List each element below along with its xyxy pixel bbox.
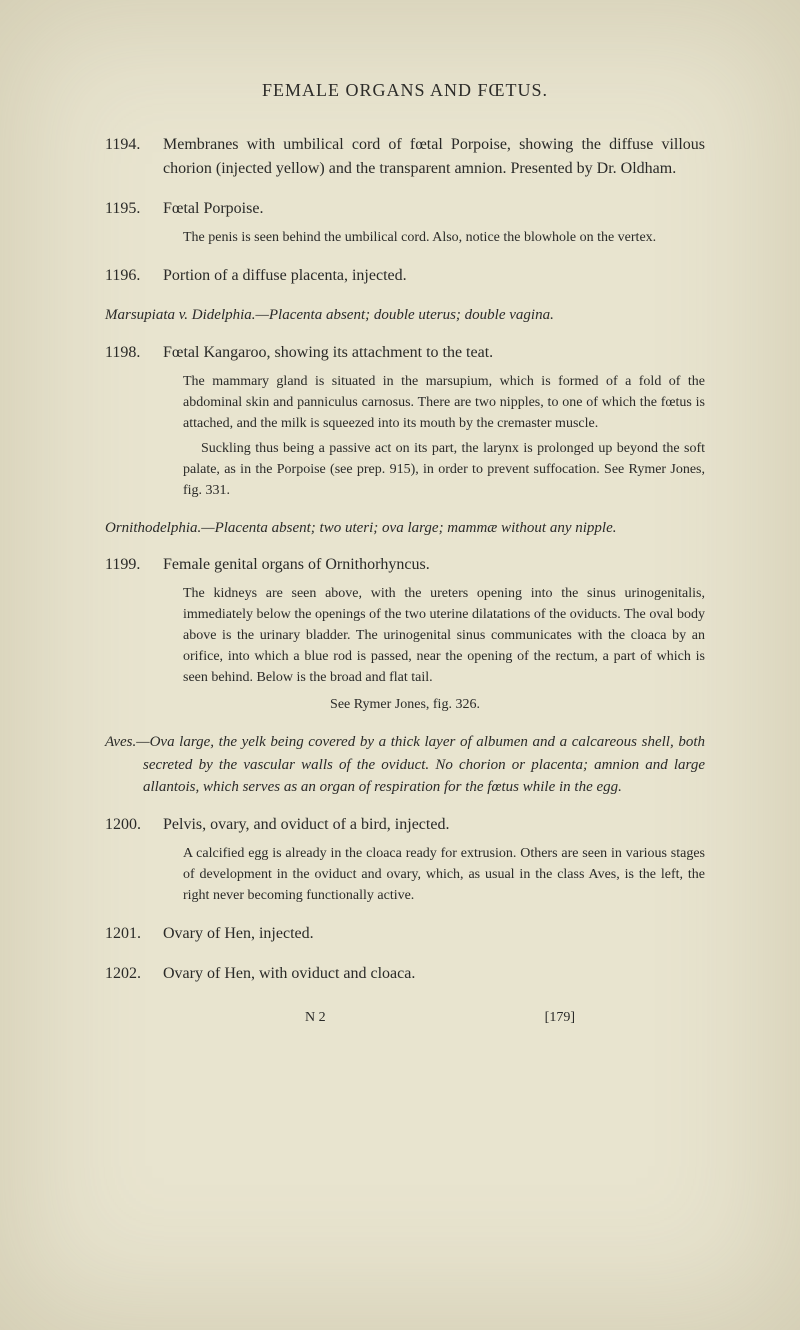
entry-description: The mammary gland is situated in the mar… [183, 371, 705, 434]
entry-text: Fœtal Porpoise. [163, 197, 705, 221]
entry-description: The penis is seen behind the umbilical c… [183, 227, 705, 248]
page-title: FEMALE ORGANS AND FŒTUS. [105, 80, 705, 101]
entry-text: Female genital organs of Ornithorhyncus. [163, 553, 705, 577]
entry-description-center: See Rymer Jones, fig. 326. [105, 694, 705, 715]
entry-1198: 1198. Fœtal Kangaroo, showing its attach… [105, 341, 705, 501]
entry-1202: 1202. Ovary of Hen, with oviduct and clo… [105, 962, 705, 986]
entry-description-2: Suckling thus being a passive act on its… [183, 438, 705, 501]
entry-number: 1202. [105, 962, 163, 986]
entry-1199: 1199. Female genital organs of Ornithorh… [105, 553, 705, 715]
entry-text: Ovary of Hen, injected. [163, 922, 705, 946]
entry-number: 1201. [105, 922, 163, 946]
section-header-ornithodelphia: Ornithodelphia.—Placenta absent; two ute… [105, 517, 705, 540]
footer-page-number: [179] [545, 1010, 575, 1026]
entry-number: 1199. [105, 553, 163, 577]
entry-number: 1195. [105, 197, 163, 221]
footer-signature-mark: N 2 [305, 1010, 326, 1026]
entry-text: Portion of a diffuse placenta, injected. [163, 264, 705, 288]
entry-text: Pelvis, ovary, and oviduct of a bird, in… [163, 813, 705, 837]
entry-number: 1194. [105, 133, 163, 181]
page-footer: N 2 [179] [105, 1010, 705, 1026]
entry-text: Fœtal Kangaroo, showing its attachment t… [163, 341, 705, 365]
entry-text: Ovary of Hen, with oviduct and cloaca. [163, 962, 705, 986]
section-header-marsupiata: Marsupiata v. Didelphia.—Placenta absent… [105, 304, 705, 327]
entry-description: The kidneys are seen above, with the ure… [183, 583, 705, 688]
entry-1200: 1200. Pelvis, ovary, and oviduct of a bi… [105, 813, 705, 906]
entry-text: Membranes with umbilical cord of fœtal P… [163, 133, 705, 181]
entry-number: 1198. [105, 341, 163, 365]
entry-description: A calcified egg is already in the cloaca… [183, 843, 705, 906]
entry-number: 1196. [105, 264, 163, 288]
entry-1196: 1196. Portion of a diffuse placenta, inj… [105, 264, 705, 288]
entry-1194: 1194. Membranes with umbilical cord of f… [105, 133, 705, 181]
entry-1195: 1195. Fœtal Porpoise. The penis is seen … [105, 197, 705, 248]
entry-number: 1200. [105, 813, 163, 837]
section-header-aves: Aves.—Ova large, the yelk being covered … [105, 731, 705, 799]
entry-1201: 1201. Ovary of Hen, injected. [105, 922, 705, 946]
